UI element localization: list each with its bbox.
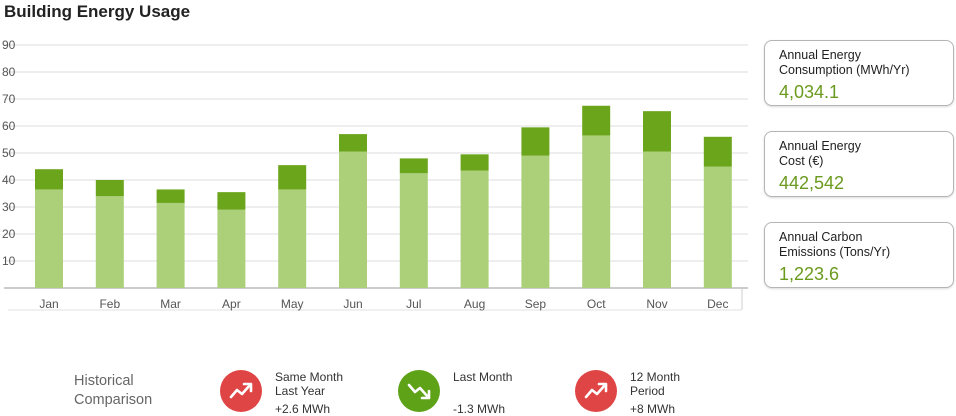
bar-base: [278, 189, 307, 288]
trend-up-icon: [575, 370, 617, 412]
x-tick-label: Jan: [39, 297, 58, 311]
y-tick-label: 30: [2, 200, 16, 214]
trend-up-icon: [220, 370, 262, 412]
y-tick-label: 70: [2, 92, 16, 106]
y-tick-label: 10: [2, 254, 16, 268]
bar-top: [460, 154, 489, 171]
x-tick-label: Feb: [99, 297, 120, 311]
kpi-label: Annual Carbon Emissions (Tons/Yr): [779, 230, 891, 259]
kpi-value: 442,542: [779, 173, 845, 193]
x-tick-label: Dec: [707, 297, 728, 311]
kpi-value: 1,223.6: [779, 264, 840, 284]
historical-label: Same Month Last Year: [275, 370, 344, 398]
bar-top: [278, 165, 307, 190]
x-tick-label: Sep: [525, 297, 547, 311]
bar-top: [156, 189, 185, 203]
kpi-card-consumption: Annual Energy Consumption (MWh/Yr) 4,034…: [764, 40, 954, 106]
y-tick-label: 90: [2, 38, 16, 52]
bar-base: [643, 151, 671, 288]
historical-value: -1.3 MWh: [453, 402, 506, 416]
x-tick-label: Aug: [464, 297, 485, 311]
bar-base: [217, 209, 246, 288]
bar-base: [521, 155, 550, 288]
kpi-label: Annual Energy Cost (€): [779, 139, 862, 168]
bar-top: [703, 136, 732, 167]
bar-base: [399, 173, 428, 288]
bar-top: [521, 127, 550, 156]
y-tick-label: 60: [2, 119, 16, 133]
y-tick-label: 50: [2, 146, 16, 160]
x-tick-label: Apr: [222, 297, 241, 311]
bar-top: [217, 192, 246, 210]
historical-label: 12 Month Period: [630, 370, 681, 398]
historical-label: Last Month: [453, 370, 513, 384]
bar-base: [582, 135, 611, 288]
historical-value: +2.6 MWh: [275, 402, 331, 416]
historical-value: +8 MWh: [630, 402, 676, 416]
y-tick-label: 80: [2, 65, 16, 79]
trend-down-icon: [398, 370, 440, 412]
x-tick-label: Mar: [160, 297, 181, 311]
x-tick-label: May: [281, 297, 304, 311]
bar-base: [703, 166, 732, 288]
y-tick-label: 20: [2, 227, 16, 241]
y-tick-label: 40: [2, 173, 16, 187]
kpi-value: 4,034.1: [779, 82, 840, 102]
x-tick-label: Nov: [646, 297, 667, 311]
historical-comparison-title: Historical Comparison: [74, 373, 153, 408]
kpi-label: Annual Energy Consumption (MWh/Yr): [779, 48, 910, 77]
bar-top: [95, 180, 124, 197]
chart-title: Building Energy Usage: [4, 2, 191, 21]
bar-top: [35, 169, 63, 190]
bar-top: [643, 111, 671, 152]
bar-base: [35, 189, 63, 288]
kpi-card-emissions: Annual Carbon Emissions (Tons/Yr) 1,223.…: [764, 222, 954, 288]
x-tick-label: Jun: [343, 297, 362, 311]
bar-base: [460, 170, 489, 288]
kpi-card-cost: Annual Energy Cost (€) 442,542: [764, 131, 954, 197]
bar-base: [339, 151, 367, 288]
energy-bar-chart: 10 20 30 40 50 60 70 80 90 Jan Feb Mar Apr May Jun Jul A…: [2, 38, 748, 311]
bar-top: [339, 134, 367, 152]
x-tick-label: Oct: [587, 297, 606, 311]
bar-base: [95, 196, 124, 288]
bar-base: [156, 202, 185, 288]
bar-top: [399, 158, 428, 174]
x-tick-label: Jul: [406, 297, 421, 311]
bar-top: [582, 105, 611, 136]
